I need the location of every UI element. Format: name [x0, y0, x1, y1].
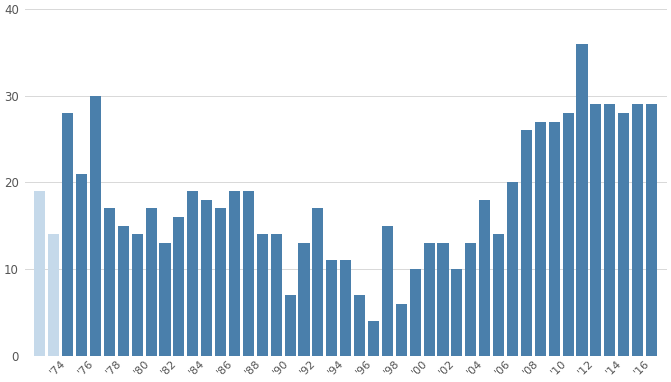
Bar — [410, 269, 421, 356]
Bar — [90, 96, 101, 356]
Bar — [229, 191, 240, 356]
Bar — [618, 113, 629, 356]
Bar — [340, 261, 352, 356]
Bar — [187, 191, 199, 356]
Bar — [465, 243, 476, 356]
Bar — [201, 200, 212, 356]
Bar — [257, 235, 268, 356]
Bar — [576, 44, 588, 356]
Bar — [493, 235, 504, 356]
Bar — [632, 104, 643, 356]
Bar — [117, 226, 129, 356]
Bar — [160, 243, 170, 356]
Bar — [146, 209, 156, 356]
Bar — [396, 304, 407, 356]
Bar — [562, 113, 574, 356]
Bar — [368, 321, 379, 356]
Bar — [521, 130, 532, 356]
Bar — [437, 243, 449, 356]
Bar — [270, 235, 282, 356]
Bar — [354, 295, 365, 356]
Bar — [507, 183, 518, 356]
Bar — [132, 235, 143, 356]
Bar — [423, 243, 435, 356]
Bar — [76, 174, 87, 356]
Bar — [215, 209, 226, 356]
Bar — [173, 217, 185, 356]
Bar — [104, 209, 115, 356]
Bar — [326, 261, 338, 356]
Bar — [549, 122, 560, 356]
Bar — [605, 104, 615, 356]
Bar — [285, 295, 296, 356]
Bar — [590, 104, 601, 356]
Bar — [34, 191, 46, 356]
Bar — [535, 122, 546, 356]
Bar — [479, 200, 491, 356]
Bar — [48, 235, 59, 356]
Bar — [243, 191, 254, 356]
Bar — [62, 113, 73, 356]
Bar — [452, 269, 462, 356]
Bar — [313, 209, 323, 356]
Bar — [646, 104, 657, 356]
Bar — [299, 243, 309, 356]
Bar — [382, 226, 393, 356]
